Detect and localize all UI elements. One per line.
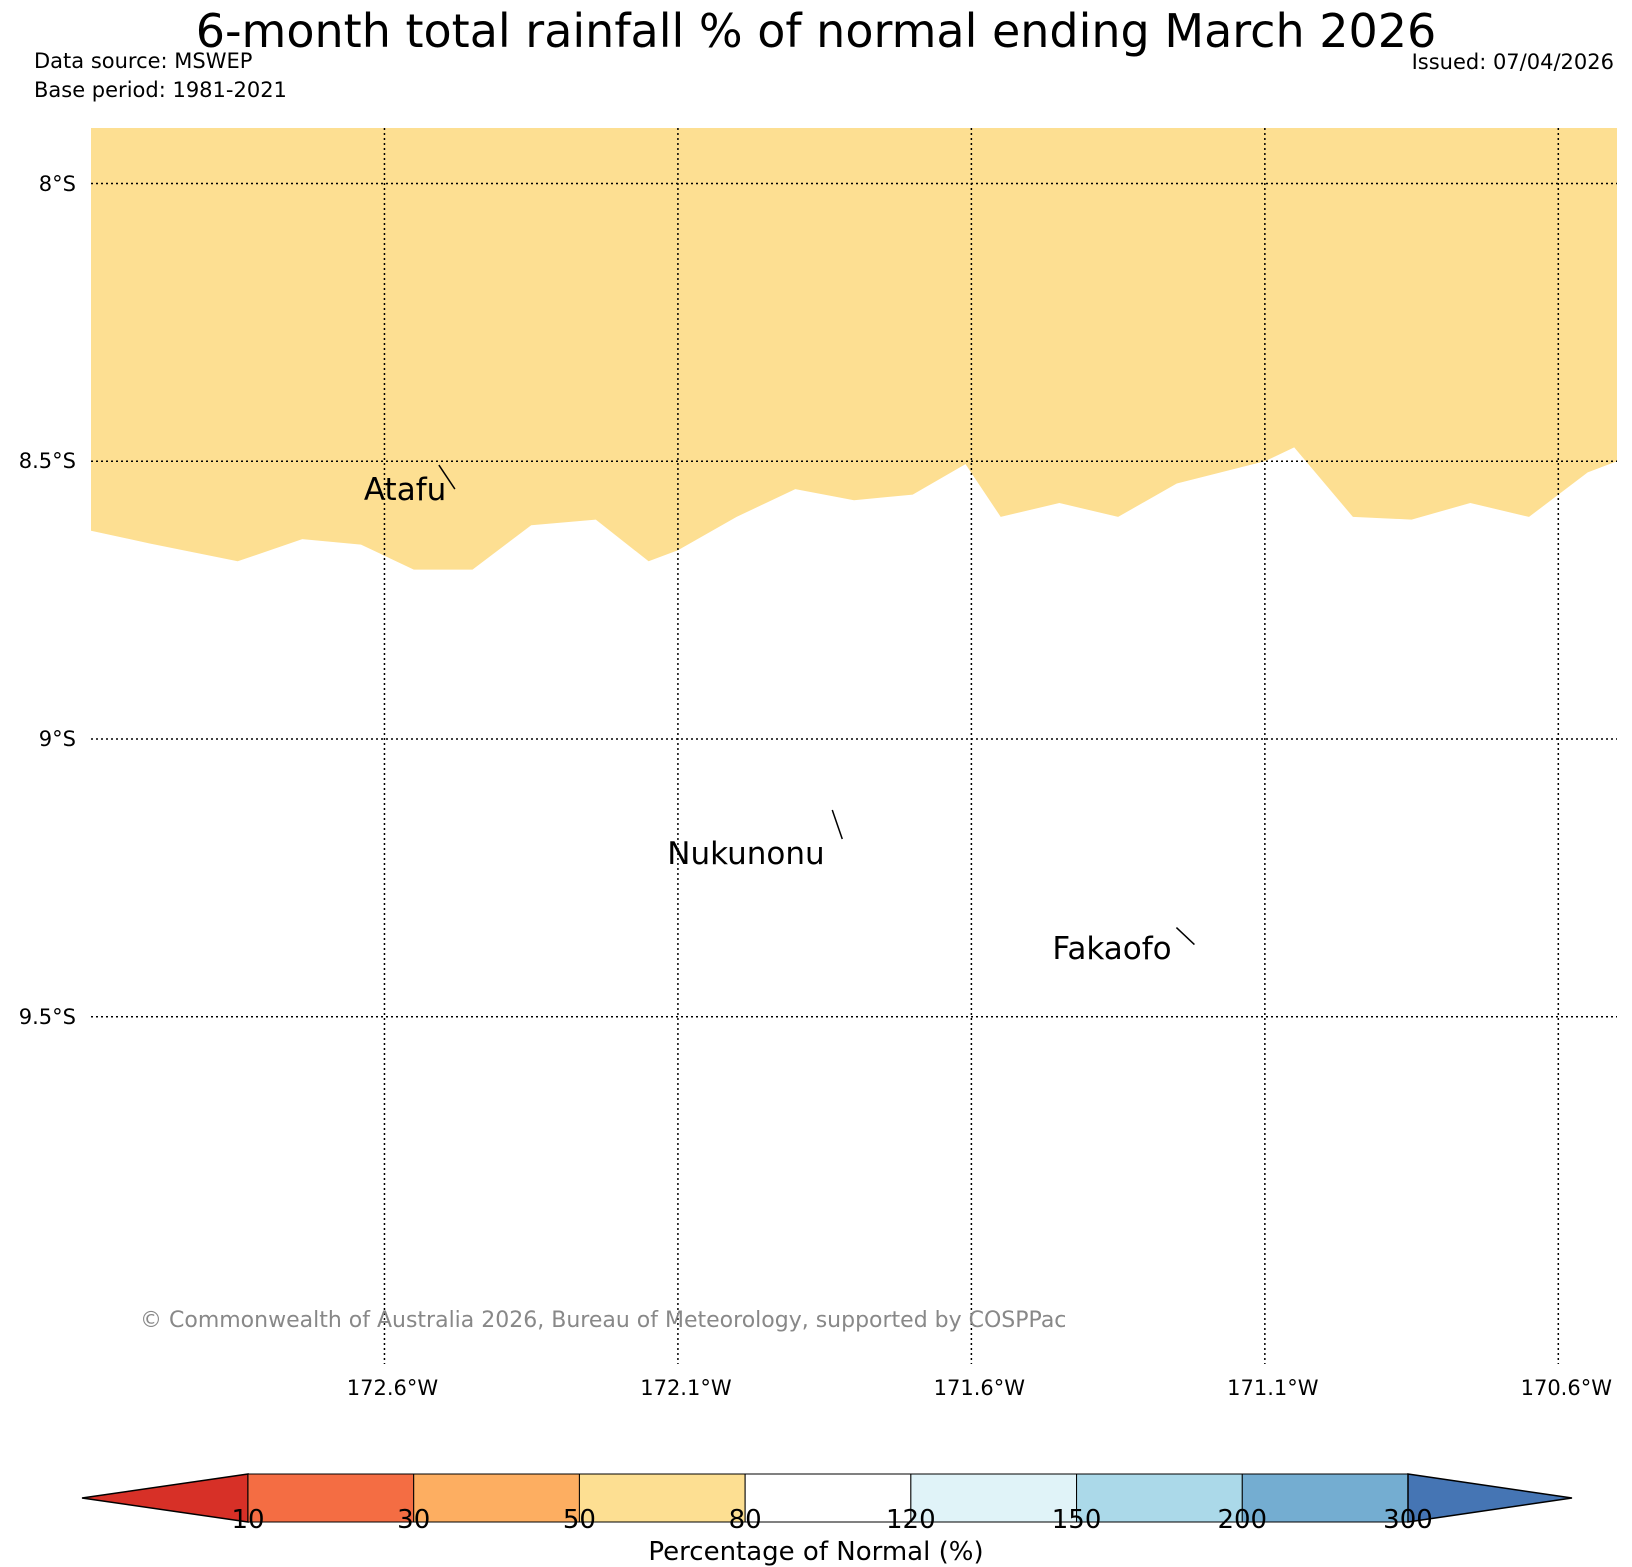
colorbar-tick-80: 80 [728,1505,762,1535]
colorbar-tick-50: 50 [562,1505,596,1535]
map-title: 6-month total rainfall % of normal endin… [195,4,1437,58]
issued-date: Issued: 07/04/2026 [1411,50,1614,74]
leader-line-fakaofo [1175,927,1195,946]
colorbar-label: Percentage of Normal (%) [648,1537,984,1567]
colorbar-tick-30: 30 [397,1505,431,1535]
lon-label-172-1w: 172.1°W [640,1376,732,1400]
colorbar-extend-high [1407,1473,1573,1523]
place-label-atafu: Atafu [363,472,447,509]
place-label-fakaofo: Fakaofo [1052,930,1172,967]
data-source: Data source: MSWEP [34,49,253,73]
graticule [91,128,1617,1364]
base-period: Base period: 1981-2021 [34,78,287,102]
colorbar-box-120-150 [910,1473,1078,1523]
lon-label-172-6w: 172.6°W [346,1376,439,1400]
colorbar-box-10-30 [247,1473,415,1523]
colorbar-box-150-200 [1076,1473,1243,1523]
lon-label-171-1w: 171.1°W [1227,1376,1319,1400]
colorbar-tick-200: 200 [1217,1505,1268,1535]
colorbar-tick-300: 300 [1383,1505,1433,1535]
lon-label-171-6w: 171.6°W [933,1376,1026,1400]
colorbar-box-80-120 [744,1473,912,1523]
leader-line-atafu [438,464,456,490]
colorbar-tick-10: 10 [231,1505,265,1535]
rainfall-50-80-region [91,128,1617,570]
lat-label-9s: 9°S [38,727,76,752]
place-label-nukunonu: Nukunonu [667,836,825,873]
colorbar-tick-120: 120 [886,1505,936,1535]
lat-label-8s: 8°S [38,171,76,196]
colorbar [81,1473,1573,1523]
colorbar-box-30-50 [413,1473,580,1523]
leader-line-nukunonu [831,809,843,840]
copyright-notice: © Commonwealth of Australia 2026, Bureau… [140,1308,1067,1333]
colorbar-tick-150: 150 [1051,1505,1102,1535]
place-leader-lines [438,464,1195,946]
lat-label-8-5s: 8.5°S [18,449,76,474]
colorbar-box-50-80 [578,1473,746,1523]
lat-label-9-5s: 9.5°S [18,1004,76,1029]
colorbar-box-200-300 [1241,1473,1409,1523]
lon-label-170-6w: 170.6°W [1520,1376,1612,1400]
